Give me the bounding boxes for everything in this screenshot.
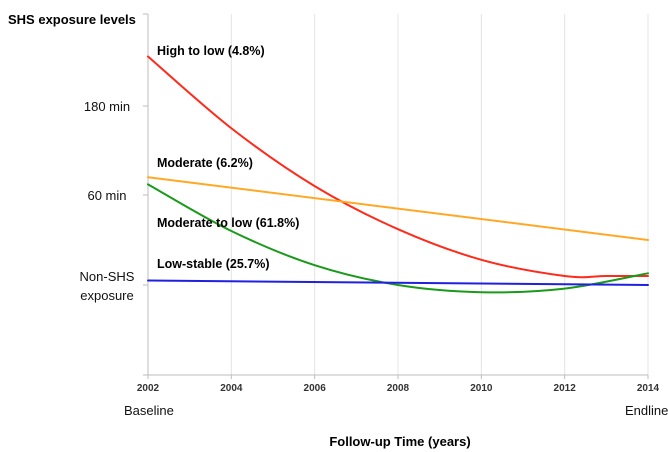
series-line-low-stable-25-7 [147,279,649,286]
x-ticks: 2002 2004 2006 2008 2010 2012 2014 [137,375,660,394]
series-line-moderate-to-low-61-8 [147,183,649,294]
series-label-moderate-6-2: Moderate (6.2%) [157,156,253,170]
series-labels: High to low (4.8%) Moderate (6.2%) Moderat… [157,44,299,271]
x-tick-label-2008: 2008 [387,383,410,394]
y-ticks: 180 min 60 min Non-SHS exposure [80,13,148,376]
x-tick-label-2012: 2012 [554,383,577,394]
y-tick-label-180-min: 180 min [84,99,130,114]
x-tick-label-2014: 2014 [637,383,660,394]
grid [230,14,649,375]
series [147,55,649,294]
x-tick-label-2006: 2006 [304,383,327,394]
y-tick-label-60-min: 60 min [87,188,126,203]
x-tick-label-2002: 2002 [137,383,160,394]
y-axis-title: SHS exposure levels [8,12,136,27]
series-line-moderate-6-2 [147,176,649,241]
x-sublabel-baseline: Baseline [124,403,174,418]
series-line-high-to-low-4-8 [147,55,649,279]
x-sublabel-endline: Endline [625,403,668,418]
y-tick-label-non-shs-exposure: Non-SHS exposure [80,269,135,303]
x-axis-title: Follow-up Time (years) [329,434,470,449]
series-label-low-stable-25-7: Low-stable (25.7%) [157,257,270,271]
x-tick-label-2010: 2010 [470,383,493,394]
series-label-high-to-low-4-8: High to low (4.8%) [157,44,265,58]
x-tick-label-2004: 2004 [220,383,243,394]
series-label-moderate-to-low-61-8: Moderate to low (61.8%) [157,216,299,230]
